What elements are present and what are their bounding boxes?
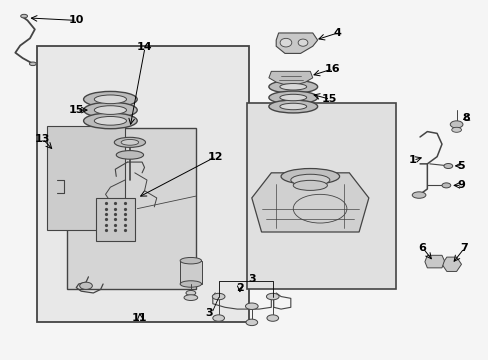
- Ellipse shape: [268, 91, 317, 104]
- Ellipse shape: [20, 14, 27, 18]
- Ellipse shape: [266, 293, 279, 300]
- Ellipse shape: [451, 127, 461, 132]
- Text: 11: 11: [132, 313, 147, 323]
- Ellipse shape: [266, 315, 278, 321]
- Ellipse shape: [281, 168, 339, 184]
- Ellipse shape: [443, 163, 452, 168]
- Ellipse shape: [83, 102, 137, 118]
- Ellipse shape: [116, 150, 143, 159]
- Polygon shape: [424, 255, 444, 268]
- Ellipse shape: [411, 192, 425, 198]
- Ellipse shape: [80, 282, 92, 289]
- Bar: [47, 126, 125, 230]
- Ellipse shape: [279, 84, 306, 90]
- Ellipse shape: [94, 95, 126, 104]
- Ellipse shape: [212, 315, 224, 321]
- Ellipse shape: [114, 137, 145, 147]
- Ellipse shape: [29, 62, 36, 66]
- Text: 10: 10: [68, 15, 84, 26]
- Ellipse shape: [94, 117, 126, 125]
- Ellipse shape: [449, 121, 462, 128]
- Ellipse shape: [105, 199, 120, 208]
- Bar: [66, 128, 195, 289]
- Bar: [96, 198, 135, 241]
- Ellipse shape: [212, 293, 224, 300]
- Text: 2: 2: [235, 283, 243, 293]
- Ellipse shape: [268, 100, 317, 113]
- Polygon shape: [268, 71, 312, 84]
- Text: 12: 12: [207, 152, 223, 162]
- Text: 7: 7: [459, 243, 467, 253]
- Ellipse shape: [290, 174, 329, 186]
- Polygon shape: [441, 257, 461, 271]
- Text: 8: 8: [462, 113, 469, 123]
- Ellipse shape: [279, 103, 306, 110]
- Ellipse shape: [279, 94, 306, 101]
- Ellipse shape: [94, 106, 126, 114]
- Ellipse shape: [293, 180, 327, 190]
- Ellipse shape: [180, 257, 201, 264]
- Text: 3: 3: [247, 274, 255, 284]
- Text: 14: 14: [137, 42, 152, 52]
- Ellipse shape: [183, 295, 197, 301]
- Ellipse shape: [298, 39, 307, 46]
- Ellipse shape: [185, 291, 195, 296]
- Ellipse shape: [83, 91, 137, 107]
- Text: 1: 1: [408, 155, 416, 165]
- Text: 5: 5: [457, 161, 465, 171]
- Ellipse shape: [245, 303, 258, 310]
- Text: 3: 3: [205, 308, 213, 318]
- Ellipse shape: [280, 39, 291, 47]
- Bar: [180, 261, 201, 284]
- Text: 9: 9: [457, 180, 465, 190]
- Text: 13: 13: [34, 134, 50, 144]
- Polygon shape: [251, 173, 368, 232]
- Text: 15: 15: [322, 94, 337, 104]
- Ellipse shape: [245, 319, 257, 325]
- Ellipse shape: [83, 113, 137, 129]
- Ellipse shape: [180, 281, 201, 287]
- Text: 15: 15: [68, 105, 84, 115]
- Polygon shape: [276, 33, 317, 53]
- Text: 16: 16: [324, 64, 339, 74]
- Bar: [37, 45, 249, 321]
- Ellipse shape: [121, 139, 139, 145]
- Text: 4: 4: [332, 28, 341, 38]
- Bar: [246, 103, 395, 289]
- Ellipse shape: [268, 80, 317, 93]
- Ellipse shape: [441, 183, 450, 188]
- Text: 6: 6: [418, 243, 426, 253]
